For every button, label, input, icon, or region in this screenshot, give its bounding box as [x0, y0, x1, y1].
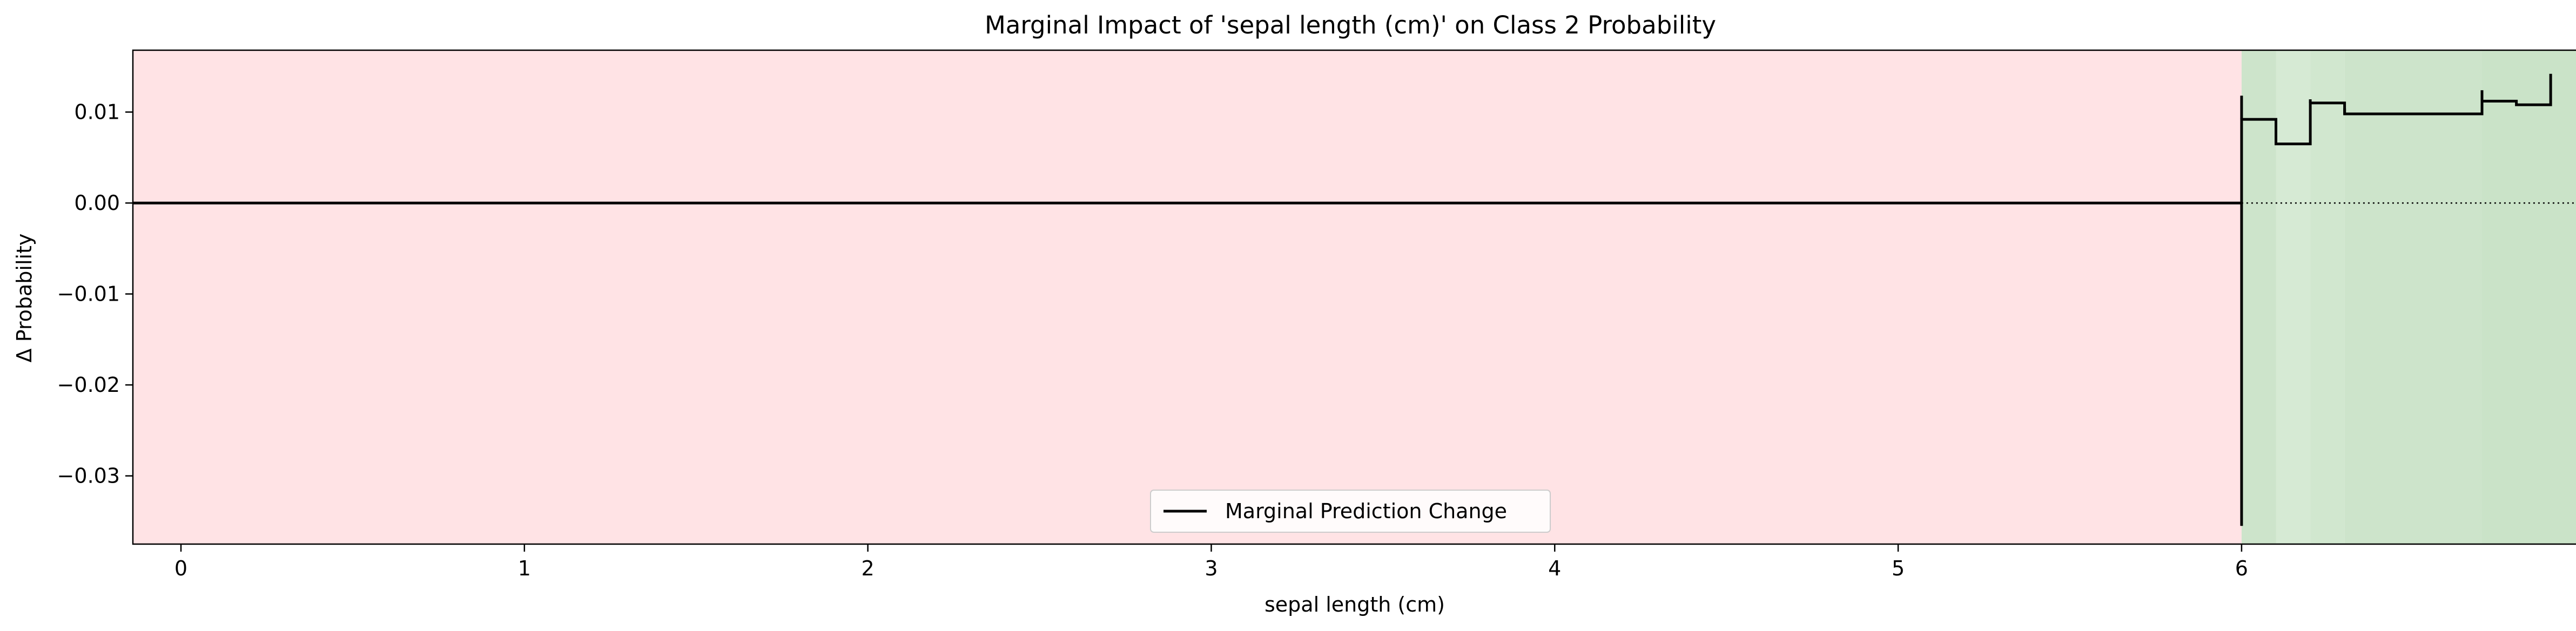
- x-tick-label: 0: [174, 557, 187, 580]
- background-band-5: [2481, 50, 2576, 544]
- background-bands: [133, 50, 2576, 544]
- x-tick-label: 2: [862, 557, 875, 580]
- background-band-4: [2344, 50, 2482, 544]
- plot-lines: [133, 73, 2576, 526]
- y-tick-label: 0.01: [74, 100, 120, 124]
- y-tick-label: 0.00: [74, 191, 120, 215]
- background-band-0: [133, 50, 2242, 544]
- legend: Marginal Prediction Change: [1150, 490, 1551, 533]
- y-tick-label: −0.03: [57, 464, 120, 488]
- y-tick-label: −0.01: [57, 282, 120, 306]
- background-band-3: [2310, 50, 2345, 544]
- x-axis: 0 1 2 3 4 5 6: [174, 544, 2248, 580]
- y-axis: 0.01 0.00 −0.01 −0.02 −0.03: [57, 100, 133, 488]
- plot-frame: [132, 49, 2576, 545]
- y-axis-label: Δ Probability: [12, 234, 36, 363]
- legend-box: [1150, 490, 1551, 533]
- chart-title: Marginal Impact of 'sepal length (cm)' o…: [985, 11, 1716, 39]
- x-tick-label: 6: [2235, 557, 2248, 580]
- background-band-1: [2241, 50, 2276, 544]
- x-tick-label: 5: [1892, 557, 1905, 580]
- x-axis-label: sepal length (cm): [1265, 593, 1445, 616]
- x-tick-label: 3: [1205, 557, 1218, 580]
- series-line-marginal-prediction-change: [133, 73, 2552, 526]
- x-tick-label: 1: [518, 557, 531, 580]
- legend-label: Marginal Prediction Change: [1225, 499, 1507, 523]
- y-tick-label: −0.02: [57, 373, 120, 397]
- x-tick-label: 4: [1548, 557, 1561, 580]
- background-band-2: [2276, 50, 2311, 544]
